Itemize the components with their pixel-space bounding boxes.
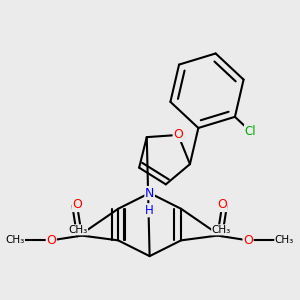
Text: O: O bbox=[72, 199, 82, 212]
Text: O: O bbox=[217, 199, 227, 212]
Text: CH₃: CH₃ bbox=[212, 225, 231, 235]
Text: H: H bbox=[145, 204, 154, 217]
Text: N: N bbox=[145, 187, 154, 200]
Text: O: O bbox=[173, 128, 183, 141]
Text: CH₃: CH₃ bbox=[5, 236, 25, 245]
Text: O: O bbox=[46, 234, 56, 247]
Text: CH₃: CH₃ bbox=[275, 236, 294, 245]
Text: O: O bbox=[243, 234, 253, 247]
Text: CH₃: CH₃ bbox=[68, 225, 88, 235]
Text: Cl: Cl bbox=[244, 125, 256, 138]
